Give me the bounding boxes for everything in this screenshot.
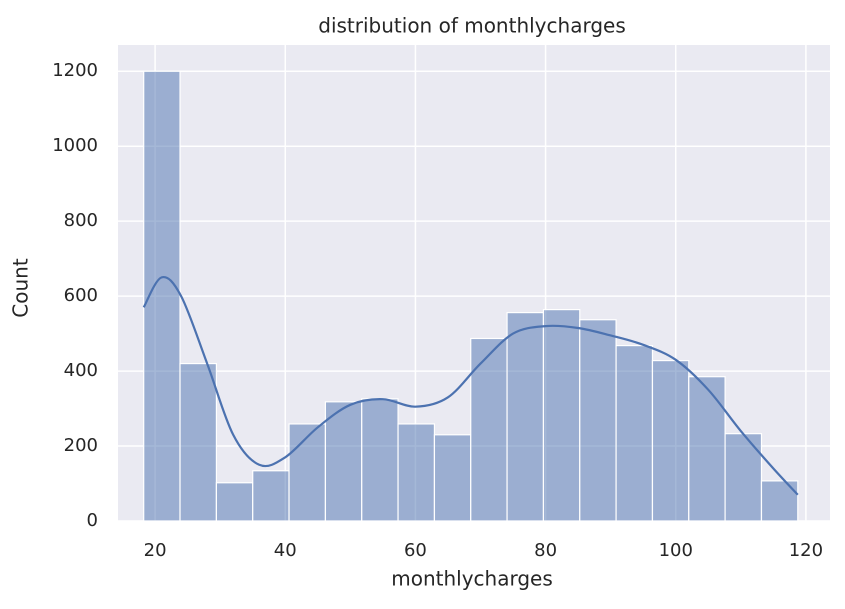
- bar: [324, 401, 363, 522]
- bar: [252, 470, 290, 522]
- bar: [470, 337, 508, 522]
- bar: [688, 376, 726, 522]
- bar: [760, 480, 799, 522]
- x-tick-label: 60: [404, 540, 427, 561]
- bar: [288, 423, 327, 522]
- bar: [724, 433, 763, 522]
- bar: [579, 319, 617, 522]
- bar: [651, 359, 690, 522]
- bar: [506, 312, 545, 522]
- x-tick-label: 100: [659, 540, 693, 561]
- y-tick-label: 400: [64, 360, 98, 381]
- bar: [433, 434, 472, 522]
- x-tick-label: 80: [534, 540, 557, 561]
- y-axis-label: Count: [9, 258, 33, 318]
- y-tick-label: 200: [64, 435, 98, 456]
- x-tick-label: 40: [274, 540, 297, 561]
- bar: [179, 362, 218, 522]
- x-tick-label: 20: [144, 540, 167, 561]
- bar: [542, 309, 581, 522]
- x-tick-label: 120: [789, 540, 823, 561]
- bar: [615, 344, 654, 522]
- y-tick-label: 600: [64, 285, 98, 306]
- y-tick-label: 800: [64, 210, 98, 231]
- bar: [397, 423, 436, 522]
- kde-line: [142, 275, 799, 496]
- bar: [361, 398, 399, 522]
- bar: [215, 482, 254, 522]
- x-axis-label: monthlycharges: [391, 567, 553, 591]
- chart-title: distribution of monthlycharges: [318, 14, 626, 38]
- y-tick-label: 1200: [52, 60, 98, 81]
- y-tick-label: 0: [87, 510, 98, 531]
- y-tick-label: 1000: [52, 135, 98, 156]
